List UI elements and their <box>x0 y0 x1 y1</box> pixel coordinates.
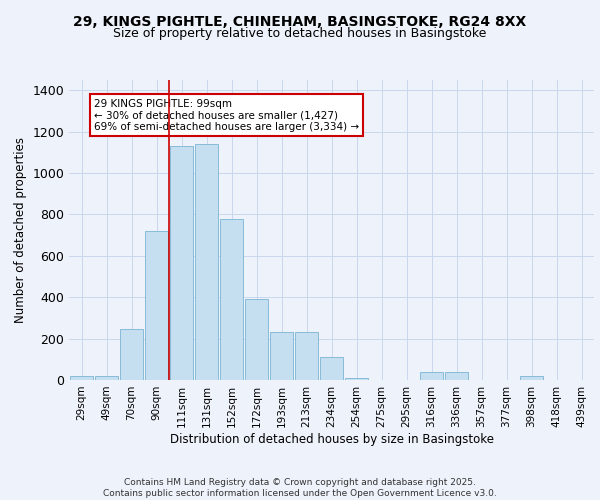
Bar <box>220 218 244 380</box>
Text: 29, KINGS PIGHTLE, CHINEHAM, BASINGSTOKE, RG24 8XX: 29, KINGS PIGHTLE, CHINEHAM, BASINGSTOKE… <box>73 15 527 29</box>
Bar <box>344 378 368 380</box>
Text: Contains HM Land Registry data © Crown copyright and database right 2025.
Contai: Contains HM Land Registry data © Crown c… <box>103 478 497 498</box>
Bar <box>419 372 443 380</box>
Bar <box>70 376 94 380</box>
Bar <box>269 332 293 380</box>
Bar <box>95 376 118 380</box>
Text: Size of property relative to detached houses in Basingstoke: Size of property relative to detached ho… <box>113 28 487 40</box>
Y-axis label: Number of detached properties: Number of detached properties <box>14 137 27 323</box>
Bar <box>295 332 319 380</box>
Bar <box>520 376 544 380</box>
Bar <box>170 146 193 380</box>
X-axis label: Distribution of detached houses by size in Basingstoke: Distribution of detached houses by size … <box>170 432 493 446</box>
Bar <box>194 144 218 380</box>
Text: 29 KINGS PIGHTLE: 99sqm
← 30% of detached houses are smaller (1,427)
69% of semi: 29 KINGS PIGHTLE: 99sqm ← 30% of detache… <box>94 98 359 132</box>
Bar <box>445 372 469 380</box>
Bar <box>145 231 169 380</box>
Bar <box>119 330 143 380</box>
Bar <box>320 357 343 380</box>
Bar <box>245 300 268 380</box>
